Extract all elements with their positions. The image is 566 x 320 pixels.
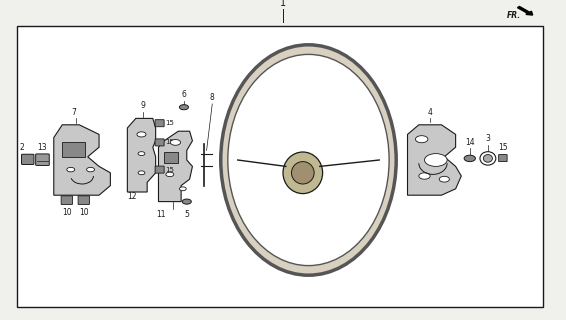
Circle shape (87, 167, 95, 172)
Text: 9: 9 (140, 101, 145, 110)
FancyBboxPatch shape (61, 196, 72, 204)
Bar (17, 26, 543, 307)
FancyBboxPatch shape (62, 142, 85, 157)
Text: FR.: FR. (507, 11, 521, 20)
FancyBboxPatch shape (36, 154, 49, 165)
Circle shape (166, 172, 174, 177)
Circle shape (179, 105, 188, 110)
Circle shape (424, 154, 447, 166)
Polygon shape (127, 118, 156, 192)
Circle shape (182, 199, 191, 204)
Text: 5: 5 (185, 210, 189, 219)
Text: 11: 11 (157, 210, 166, 219)
Polygon shape (54, 125, 110, 195)
Text: 10: 10 (79, 208, 89, 217)
Text: 10: 10 (62, 208, 72, 217)
FancyBboxPatch shape (155, 166, 164, 173)
FancyBboxPatch shape (155, 139, 164, 146)
Circle shape (67, 167, 75, 172)
FancyArrow shape (517, 6, 533, 15)
Ellipse shape (483, 155, 492, 162)
FancyBboxPatch shape (164, 152, 178, 163)
Ellipse shape (283, 152, 323, 194)
Text: 15: 15 (165, 120, 174, 126)
Ellipse shape (221, 45, 396, 275)
Text: 13: 13 (37, 143, 48, 152)
Text: 2: 2 (19, 143, 24, 152)
Circle shape (464, 155, 475, 162)
Ellipse shape (480, 152, 496, 165)
Text: 15: 15 (165, 167, 174, 172)
Text: 14: 14 (465, 138, 475, 147)
Ellipse shape (228, 54, 389, 266)
Circle shape (419, 173, 430, 179)
Text: 1: 1 (280, 0, 286, 8)
Text: 7: 7 (71, 108, 76, 117)
Ellipse shape (291, 162, 314, 184)
Text: 12: 12 (127, 192, 136, 201)
Polygon shape (408, 125, 461, 195)
Circle shape (439, 176, 449, 182)
FancyBboxPatch shape (499, 155, 507, 162)
Circle shape (138, 171, 145, 175)
Text: 15: 15 (498, 143, 508, 152)
Text: 15: 15 (165, 140, 174, 145)
Circle shape (137, 132, 146, 137)
Circle shape (179, 187, 186, 191)
Text: 8: 8 (210, 93, 215, 102)
FancyBboxPatch shape (22, 154, 34, 164)
FancyBboxPatch shape (78, 196, 89, 204)
Text: 3: 3 (486, 134, 490, 143)
Text: 4: 4 (428, 108, 432, 117)
FancyBboxPatch shape (155, 120, 164, 127)
Polygon shape (158, 131, 192, 202)
Circle shape (138, 152, 145, 156)
Circle shape (415, 136, 428, 143)
Circle shape (170, 140, 181, 145)
Text: 6: 6 (182, 90, 186, 99)
